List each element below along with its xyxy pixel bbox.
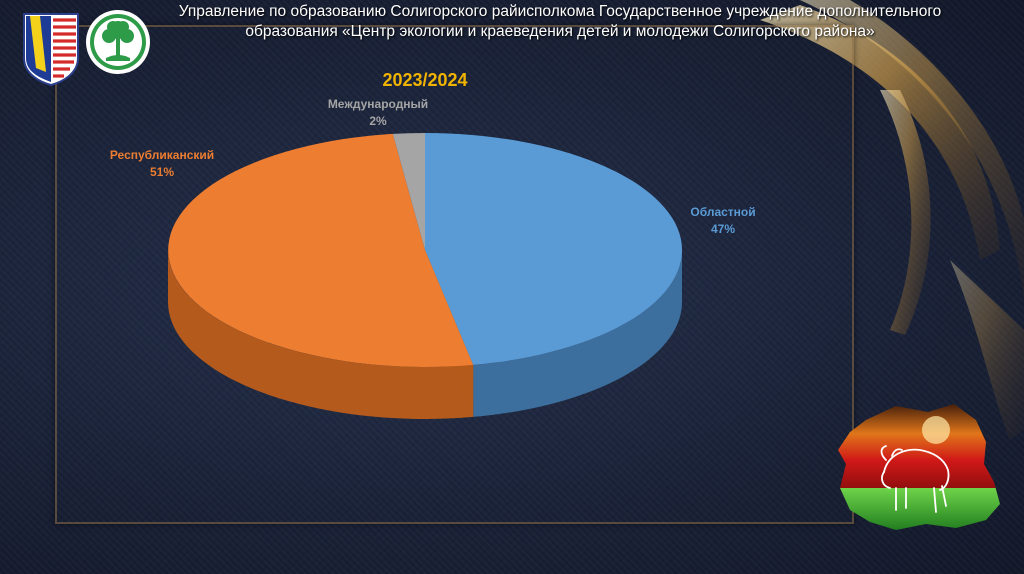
data-label-name: Международный — [328, 97, 428, 111]
data-label-name: Республиканский — [110, 148, 214, 162]
belarus-map-bison-icon — [838, 404, 1000, 530]
data-label-2: Международный 2% — [328, 97, 428, 128]
page-header: Управление по образованию Солигорского р… — [160, 2, 960, 42]
coat-of-arms-icon — [23, 13, 79, 86]
pie-side-0 — [473, 250, 682, 417]
data-label-name: Областной — [690, 205, 755, 219]
pie-slice-1 — [168, 133, 474, 367]
tree-logo-icon — [86, 10, 150, 74]
pie-slice-0 — [425, 133, 683, 365]
chart-title: 2023/2024 — [382, 70, 467, 90]
header-line-2: образования «Центр экологии и краеведени… — [245, 23, 875, 40]
content-frame — [55, 25, 854, 524]
pie-slice-2 — [392, 133, 425, 250]
data-label-value: 2% — [369, 114, 387, 128]
header-line-1: Управление по образованию Солигорского р… — [178, 3, 942, 20]
pie-side-1 — [168, 250, 474, 419]
pie-slices — [168, 133, 683, 367]
data-label-0: Областной 47% — [690, 205, 755, 236]
data-label-1: Республиканский 51% — [110, 148, 214, 179]
data-label-value: 47% — [711, 222, 735, 236]
data-label-value: 51% — [150, 165, 174, 179]
